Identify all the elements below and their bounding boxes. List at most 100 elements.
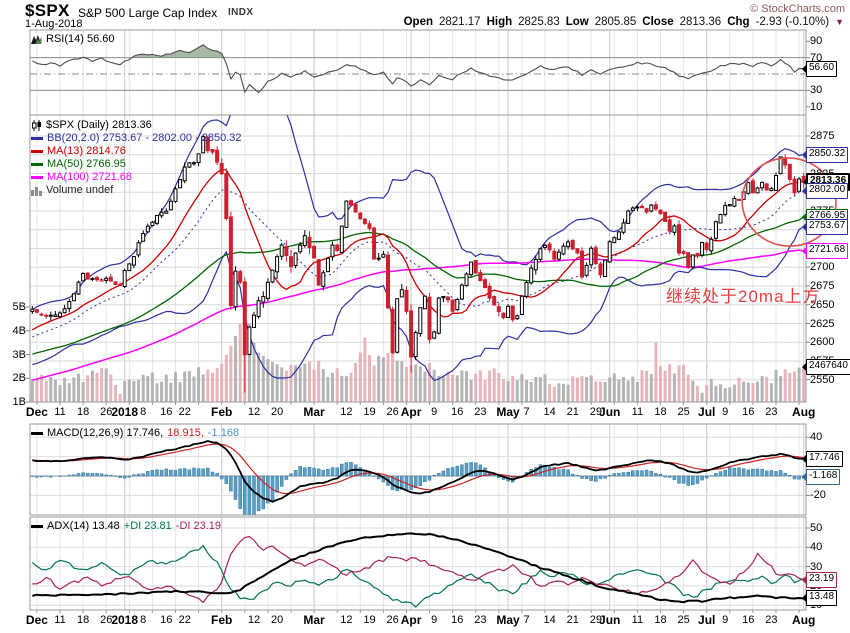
axis-value-tag: 2802.00 bbox=[801, 182, 849, 199]
date-label: 2018 bbox=[111, 613, 139, 627]
ohlc-label: Open bbox=[403, 16, 433, 28]
chg-down-arrow: ▼ bbox=[835, 17, 844, 27]
date-label: 23 bbox=[765, 406, 778, 418]
price-legend-row-0: $SPX (Daily) 2813.36 bbox=[31, 119, 152, 131]
price-axis-label: 2700 bbox=[810, 261, 835, 274]
date-label: Dec bbox=[25, 405, 48, 419]
date-label: Jul bbox=[698, 405, 716, 419]
axis-value-tag: 2721.68 bbox=[801, 242, 849, 259]
axis-value-tag: -1.168 bbox=[801, 469, 841, 486]
ohlc-row: Open 2821.17 High 2825.83 Low 2805.85 Close 281… bbox=[404, 16, 844, 28]
price-axis-label: 2650 bbox=[810, 298, 835, 311]
date-label: 22 bbox=[178, 406, 191, 418]
ohlc-value: 2813.36 bbox=[679, 16, 722, 28]
price-legend-row-2: MA(13) 2814.76 bbox=[31, 145, 126, 157]
date-label: 25 bbox=[677, 406, 690, 418]
adx-axis-label: 40 bbox=[810, 541, 823, 554]
volume-axis-label: 1B bbox=[12, 396, 26, 408]
line-icon bbox=[31, 175, 43, 179]
date-label: 18 bbox=[654, 406, 667, 418]
date-label: 9 bbox=[431, 614, 438, 626]
axis-value-tag: 17.746 bbox=[802, 450, 843, 467]
price-axis-label: 2625 bbox=[810, 317, 835, 330]
legend-text: -DI 23.19 bbox=[175, 520, 222, 532]
date-label: 23 bbox=[474, 406, 487, 418]
date-label: 16 bbox=[160, 614, 173, 626]
date-label: Mar bbox=[303, 613, 325, 627]
ohlc-label: Close bbox=[642, 16, 674, 28]
line-icon bbox=[31, 431, 43, 435]
volume-axis-label: 2B bbox=[12, 372, 26, 385]
macd-axis-label: 40 bbox=[810, 431, 823, 444]
date-label: Feb bbox=[211, 405, 233, 419]
volume-axis-label: 3B bbox=[12, 348, 26, 361]
price-axis-label: 2600 bbox=[810, 336, 835, 349]
date-label: 8 bbox=[140, 614, 147, 626]
chg-label: Chg bbox=[727, 16, 750, 28]
line-icon bbox=[31, 149, 43, 153]
legend-text: BB(20,2.0) 2753.67 - 2802.00 - 2850.32 bbox=[47, 132, 242, 144]
date-label: 26 bbox=[386, 406, 399, 418]
date-label: 23 bbox=[765, 614, 778, 626]
line-icon bbox=[31, 524, 43, 528]
exchange-label: INDX bbox=[228, 7, 254, 18]
rsi-axis-label: 90 bbox=[810, 35, 823, 48]
legend-text: -1.168 bbox=[207, 427, 240, 439]
rsi-legend-text: RSI(14) 56.60 bbox=[46, 33, 115, 45]
date-label: Aug bbox=[792, 613, 816, 627]
date-label: Feb bbox=[211, 613, 233, 627]
date-label: 18 bbox=[654, 614, 667, 626]
macd-plot bbox=[30, 440, 806, 515]
date-label: 12 bbox=[340, 406, 353, 418]
date-label: 14 bbox=[543, 614, 556, 626]
copyright-link[interactable]: © StockCharts.com bbox=[750, 3, 845, 15]
ohlc-label: High bbox=[486, 16, 513, 28]
adx-axis-label: 30 bbox=[810, 560, 823, 573]
legend-text: MA(100) 2721.68 bbox=[47, 171, 132, 183]
macd-axis-label: -20 bbox=[810, 489, 826, 502]
date-label: 11 bbox=[631, 406, 644, 418]
ohlc-value: 2825.83 bbox=[518, 16, 560, 28]
legend-text: MACD(12,26,9) 17.746, bbox=[47, 427, 164, 439]
date-label: Apr bbox=[400, 405, 422, 419]
date-label: Apr bbox=[400, 613, 422, 627]
date-label: 20 bbox=[270, 406, 284, 418]
legend-text: ADX(14) 13.48 bbox=[47, 520, 120, 532]
line-icon bbox=[31, 136, 43, 140]
legend-text: MA(13) 2814.76 bbox=[47, 145, 126, 157]
legend-text: Volume undef bbox=[46, 184, 114, 196]
date-label: 22 bbox=[178, 614, 191, 626]
macd-legend: MACD(12,26,9) 17.746, 18.915, -1.168 bbox=[31, 427, 239, 439]
date-label: 29 bbox=[589, 614, 602, 626]
date-label: 16 bbox=[160, 406, 173, 418]
date-label: Dec bbox=[25, 613, 48, 627]
adx-legend: ADX(14) 13.48 +DI 23.81 -DI 23.19 bbox=[31, 520, 221, 532]
date-label: Aug bbox=[792, 405, 816, 419]
date-label: 29 bbox=[589, 406, 602, 418]
date-label: Jun bbox=[599, 613, 621, 627]
date-label: 20 bbox=[270, 614, 284, 626]
adx-axis-label: 50 bbox=[810, 522, 823, 534]
date-label: 9 bbox=[722, 406, 729, 418]
date-label: 16 bbox=[742, 614, 755, 626]
legend-text: +DI 23.81 bbox=[123, 520, 172, 532]
date-label: 8 bbox=[140, 406, 147, 418]
date-label: 7 bbox=[523, 406, 530, 418]
date-label: 18 bbox=[76, 406, 90, 418]
date-label: Jun bbox=[599, 405, 621, 419]
date-label: 12 bbox=[247, 406, 261, 418]
legend-text: 18.915, bbox=[167, 427, 204, 439]
date-label: Jul bbox=[698, 613, 716, 627]
rsi-legend: RSI(14) 56.60 bbox=[31, 33, 114, 45]
date-label: 16 bbox=[451, 406, 464, 418]
date-label: 23 bbox=[474, 614, 487, 626]
axis-value-tag: 23.19 bbox=[801, 571, 838, 588]
date-label: 26 bbox=[100, 406, 113, 418]
date-label: 16 bbox=[742, 406, 755, 418]
annotation-text: 继续处于20ma上方 bbox=[666, 287, 821, 306]
axis-value-tag: 2850.32 bbox=[801, 146, 849, 163]
rsi-axis-label: 30 bbox=[810, 84, 823, 97]
line-icon bbox=[31, 162, 43, 166]
volume-axis-label: 4B bbox=[12, 324, 26, 337]
rsi-plot bbox=[32, 44, 804, 94]
